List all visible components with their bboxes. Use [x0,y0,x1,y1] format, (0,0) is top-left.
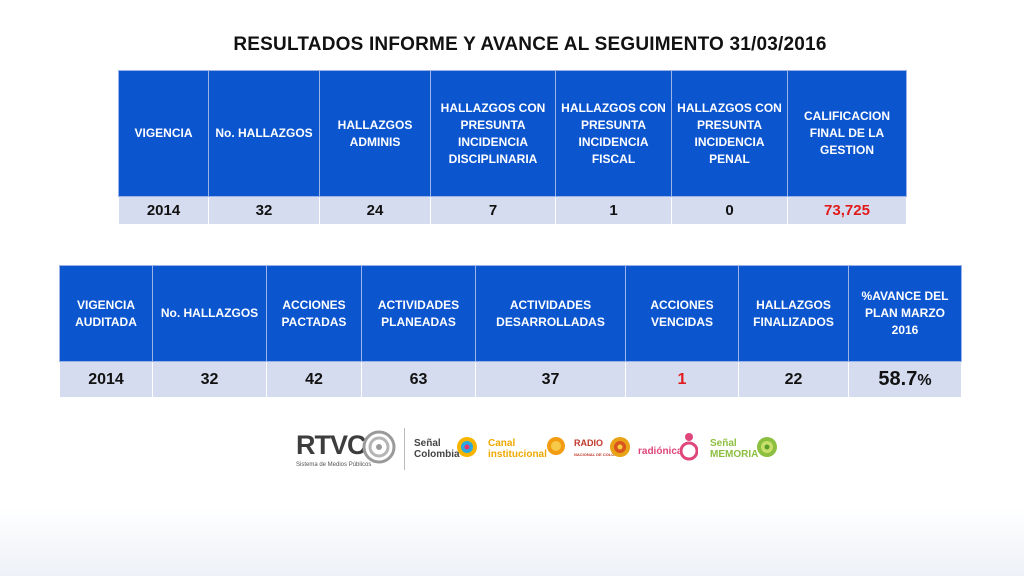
col-header-no-hallazgos: No. HALLAZGOS [152,265,267,362]
cell-vigencia-auditada: 2014 [59,361,153,398]
cell-hallazgos-adminis: 24 [319,196,431,225]
avance-value: 58.7 [878,368,918,390]
avance-unit: % [917,372,932,389]
canal-top: Canal [488,438,516,449]
radionica-logo: radiónica [638,446,683,457]
cell-acciones-pactadas: 42 [266,361,362,398]
cell-vigencia: 2014 [118,196,209,225]
cell-avance-plan: 58.7% [848,361,962,398]
cell-actividades-desarrolladas: 37 [475,361,626,398]
page-title: RESULTADOS INFORME Y AVANCE AL SEGUIMENT… [233,34,827,55]
col-header-vigencia: VIGENCIA [118,70,209,197]
col-header-no-hallazgos: No. HALLAZGOS [208,70,320,197]
memoria-bottom: MEMORIA [710,449,759,460]
progress-table-header-row: VIGENCIA AUDITADA No. HALLAZGOS ACCIONES… [59,265,962,362]
senal-colombia-top: Señal [414,438,441,449]
cell-disciplinaria: 7 [430,196,556,225]
table-row: 2014 32 24 7 1 0 73,725 [118,196,907,225]
col-header-incidencia-fiscal: HALLAZGOS CON PRESUNTA INCIDENCIA FISCAL [555,70,672,197]
radio-nacional-icon [610,437,630,457]
senal-memoria-icon [757,437,777,457]
col-header-hallazgos-adminis: HALLAZGOS ADMINIS [319,70,431,197]
results-table: VIGENCIA No. HALLAZGOS HALLAZGOS ADMINIS… [118,70,907,225]
progress-table: VIGENCIA AUDITADA No. HALLAZGOS ACCIONES… [59,265,962,398]
rtvc-swirl-icon [362,430,396,464]
col-header-incidencia-penal: HALLAZGOS CON PRESUNTA INCIDENCIA PENAL [671,70,788,197]
col-header-actividades-desarrolladas: ACTIVIDADES DESARROLLADAS [475,265,626,362]
col-header-acciones-vencidas: ACCIONES VENCIDAS [625,265,739,362]
results-table-header-row: VIGENCIA No. HALLAZGOS HALLAZGOS ADMINIS… [118,70,907,197]
logo-divider [404,428,405,470]
brand-logos: RTVC Sistema de Medios Públicos Señal Co… [296,424,782,474]
senal-colombia-logo: Señal Colombia [414,438,460,460]
col-header-actividades-planeadas: ACTIVIDADES PLANEADAS [361,265,476,362]
senal-memoria-logo: Señal MEMORIA [710,438,758,460]
cell-hallazgos-finalizados: 22 [738,361,849,398]
cell-penal: 0 [671,196,788,225]
col-header-acciones-pactadas: ACCIONES PACTADAS [266,265,362,362]
col-header-incidencia-disciplinaria: HALLAZGOS CON PRESUNTA INCIDENCIA DISCIP… [430,70,556,197]
cell-no-hallazgos: 32 [152,361,267,398]
table-row: 2014 32 42 63 37 1 22 58.7% [59,361,962,398]
col-header-vigencia-auditada: VIGENCIA AUDITADA [59,265,153,362]
canal-bottom: institucional [488,449,547,460]
canal-institucional-logo: Canal institucional [488,438,547,460]
cell-fiscal: 1 [555,196,672,225]
radio-bottom: NACIONAL DE COLOMBIA [574,452,625,457]
cell-acciones-vencidas: 1 [625,361,739,398]
radionica-icon [680,433,698,461]
senal-colombia-bottom: Colombia [414,449,460,460]
cell-calificacion-final: 73,725 [787,196,907,225]
memoria-top: Señal [710,438,737,449]
col-header-hallazgos-finalizados: HALLAZGOS FINALIZADOS [738,265,849,362]
cell-no-hallazgos: 32 [208,196,320,225]
radio-top: RADIO [574,438,603,448]
rtvc-logo: RTVC [296,430,366,460]
rtvc-tagline: Sistema de Medios Públicos [296,462,372,468]
cell-actividades-planeadas: 63 [361,361,476,398]
col-header-avance-plan: %AVANCE DEL PLAN MARZO 2016 [848,265,962,362]
radio-nacional-logo: RADIO NACIONAL DE COLOMBIA [574,438,625,460]
senal-colombia-icon [457,437,477,457]
col-header-calificacion-final: CALIFICACION FINAL DE LA GESTION [787,70,907,197]
canal-institucional-icon [547,437,565,455]
